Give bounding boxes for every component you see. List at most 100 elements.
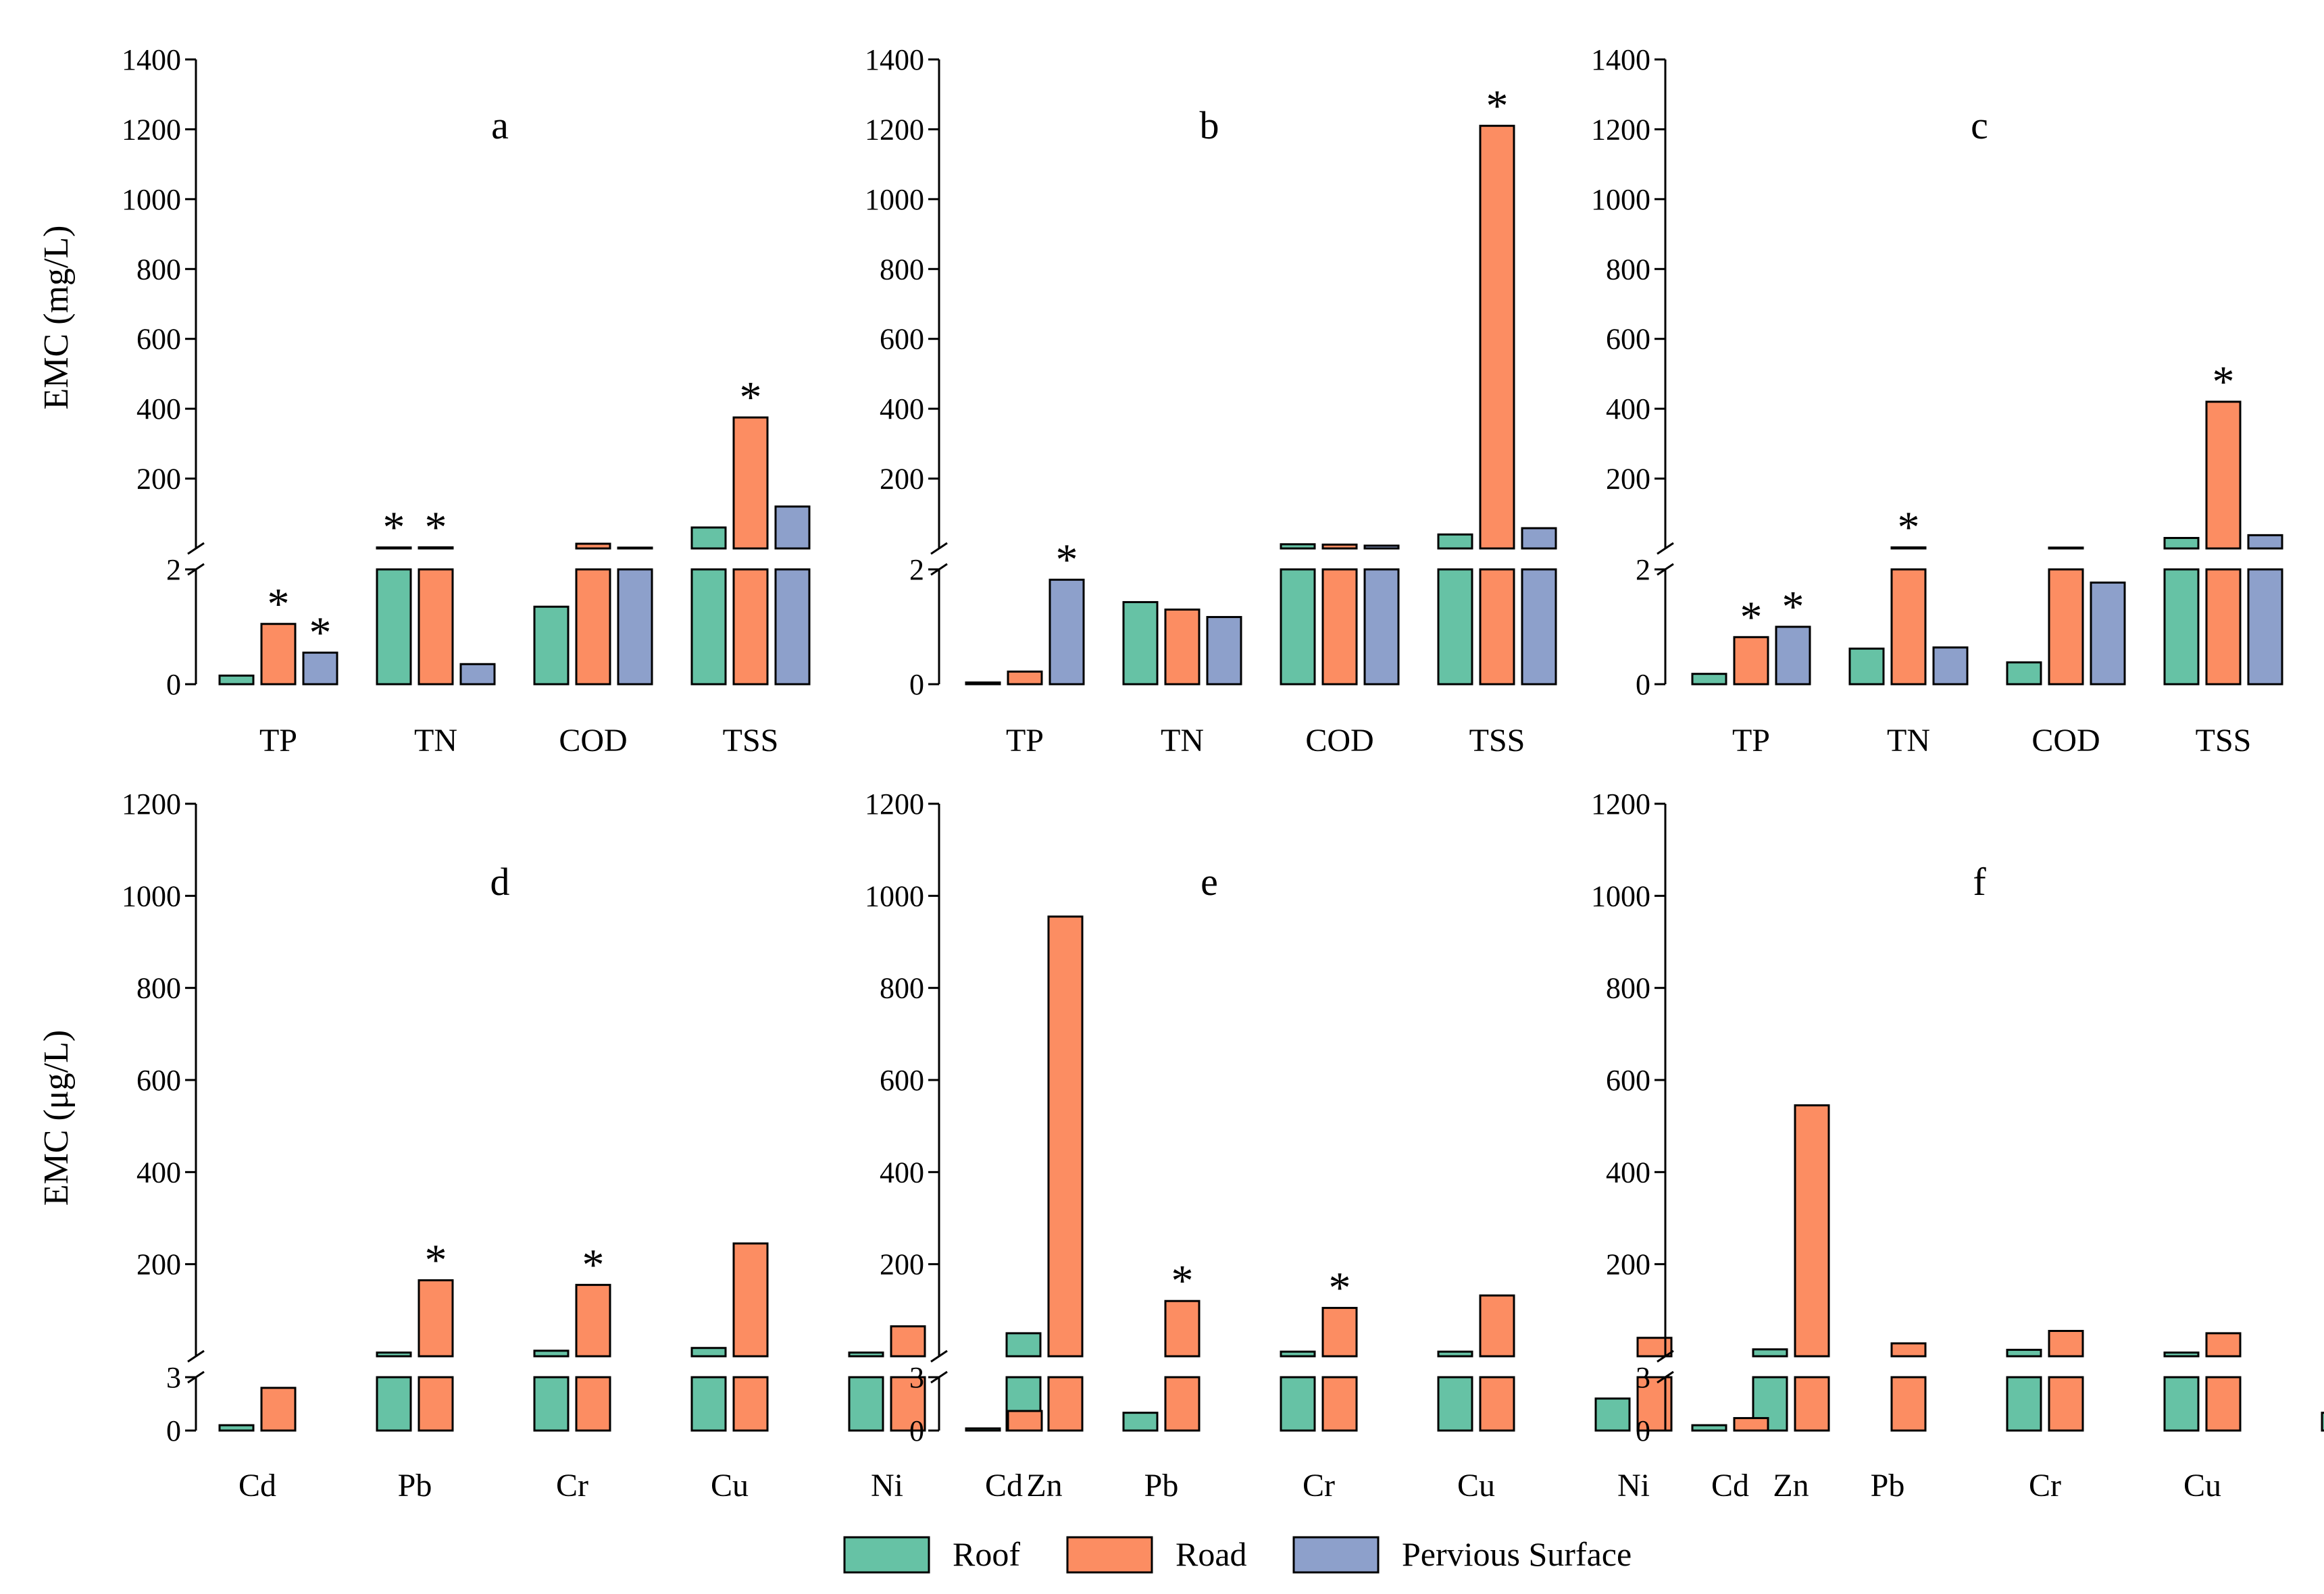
bar-lower [1321,568,1358,686]
bar-lower [2048,568,2084,686]
y-tick-label: 2 [166,553,181,586]
y-tick-label: 800 [136,972,181,1005]
x-category-label: Ni [871,1468,903,1503]
bar-upper [1280,543,1316,550]
bar-lower [533,1376,570,1432]
bar-lower [2205,568,2242,686]
x-category-label: Cu [2183,1468,2221,1503]
significance-marker: * [582,1240,605,1289]
y-tick-label: 400 [136,1156,181,1189]
bar-lower [260,1387,297,1432]
bar-lower [575,1376,611,1432]
y-tick-label: 200 [880,1248,924,1281]
y-tick-label: 1000 [122,879,181,912]
bar-upper [2205,1332,2242,1358]
x-category-label: COD [2031,723,2100,759]
chart-panel-d: 200 400 600 800 1000 1200 0 3 d EMC (μg/L) Cd Pb * Cr… [37,788,1084,1503]
bar-lower [1890,1376,1927,1432]
bar-upper [1890,546,1927,550]
x-category-label: Zn [1026,1468,1062,1503]
y-tick-label: 3 [1636,1361,1650,1394]
chart-panel-c: 200 400 600 800 1000 1200 1400 0 2 c TP * * TN * COD TSS… [1591,43,2283,759]
bar-lower [1932,646,1969,686]
bar-lower [1049,578,1085,686]
y-tick-label: 600 [136,1064,181,1097]
legend-swatch [1066,1536,1153,1574]
x-category-label: Pb [1144,1468,1179,1503]
chart-panel-e: 200 400 600 800 1000 1200 0 3 e Cd Pb * Cr * Cu Ni Zn [865,788,1830,1503]
y-tick-label: 1000 [1591,183,1650,216]
y-tick-label: 0 [166,668,181,701]
bar-lower [1848,647,1885,686]
y-tick-label: 1200 [865,788,924,821]
bar-lower [965,1427,1001,1432]
bar-lower [1122,1412,1159,1432]
bar-upper [1521,527,1557,550]
legend-swatch [843,1536,930,1574]
bar-lower [1007,670,1043,686]
x-category-label: Cr [1303,1468,1335,1503]
bar-lower [965,681,1001,686]
y-tick-label: 0 [909,1414,924,1447]
bar-lower [890,1376,926,1432]
y-tick-label: 600 [880,323,924,356]
x-category-label: TSS [1469,723,1525,759]
bar-lower [1437,568,1473,686]
x-category-label: Cd [985,1468,1023,1503]
y-tick-label: 3 [909,1361,924,1394]
bar-lower [1164,609,1201,686]
significance-marker: * [1486,81,1509,130]
y-tick-label: 1400 [122,43,181,76]
x-category-label: TP [1732,723,1770,759]
bar-upper [1321,543,1358,550]
bar-upper [690,1347,727,1358]
y-tick-label: 200 [1606,463,1650,496]
chart-panel-a: 200 400 600 800 1000 1200 1400 0 2 a EMC (mg/L) TP *… [37,43,811,759]
y-tick-label: 1200 [122,788,181,821]
axis-break-mark [930,542,948,555]
bar-lower [1691,1424,1727,1432]
significance-marker: * [740,373,762,422]
bar-upper [575,1283,611,1358]
x-category-label: Cr [2029,1468,2061,1503]
bar-upper [1047,915,1084,1358]
panel-letter: a [491,103,509,147]
bar-lower [575,568,611,686]
bar-lower [1691,673,1727,686]
bar-upper [1437,533,1473,550]
bar-lower [1206,616,1242,686]
bar-lower [459,663,496,686]
x-category-label: TN [1161,723,1204,759]
y-tick-label: 1000 [1591,879,1650,912]
y-tick-label: 1000 [865,879,924,912]
x-category-label: Pb [398,1468,432,1503]
bar-lower [1752,1376,1788,1432]
legend-label: Roof [953,1535,1020,1573]
significance-marker: * [425,503,447,552]
significance-marker: * [1782,582,1804,632]
axis-break-mark [1657,1349,1674,1363]
bar-upper [533,1349,570,1358]
bar-lower [1479,568,1515,686]
y-tick-label: 800 [1606,972,1650,1005]
axis-break-mark [187,542,205,555]
bar-lower [848,1376,884,1432]
bar-lower [690,568,727,686]
x-category-label: TP [1006,723,1044,759]
bar-lower [1321,1376,1358,1432]
y-tick-label: 2 [909,553,924,586]
bar-lower [1007,1410,1043,1432]
bar-lower [1122,600,1159,686]
y-tick-label: 0 [1636,668,1650,701]
bar-upper [732,1242,769,1358]
x-category-label: Cu [711,1468,749,1503]
x-category-label: Cd [238,1468,276,1503]
y-tick-label: 2 [1636,553,1650,586]
bar-lower [302,651,338,686]
y-tick-label: 1200 [122,113,181,146]
y-tick-label: 0 [166,1414,181,1447]
significance-marker: * [2213,357,2235,407]
y-tick-label: 1200 [865,113,924,146]
bar-upper [376,1352,412,1358]
bar-lower [1890,568,1927,686]
